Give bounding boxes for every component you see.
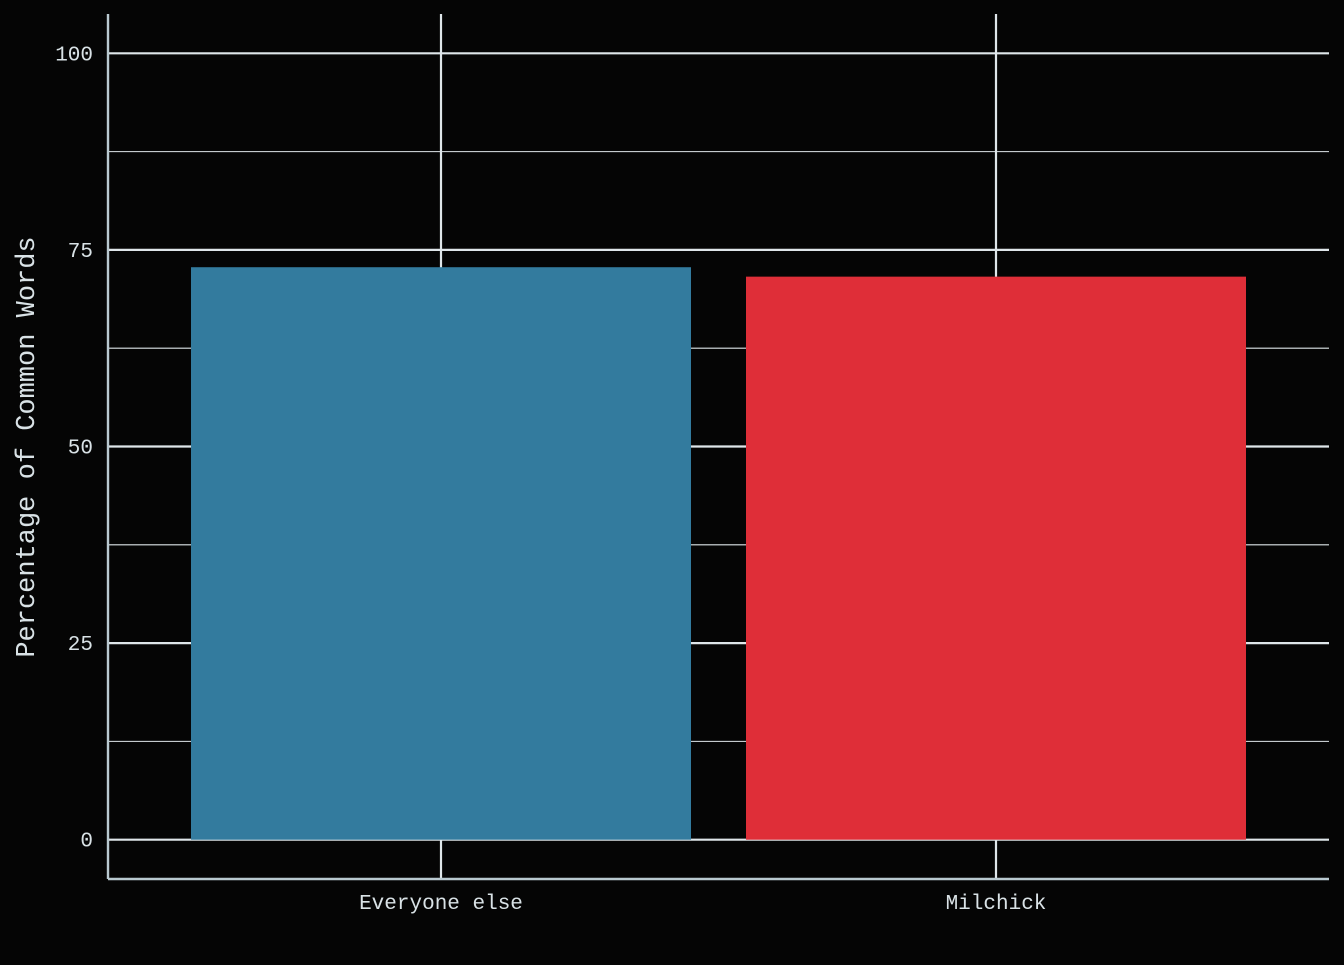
y-axis-title: Percentage of Common Words (13, 236, 43, 657)
y-tick-label: 100 (55, 44, 93, 67)
y-tick-label: 75 (68, 241, 93, 264)
bar-milchick (746, 276, 1246, 840)
x-tick-label: Milchick (946, 893, 1047, 916)
y-tick-label: 25 (68, 634, 93, 657)
bar-everyone-else (191, 267, 691, 840)
bars (191, 267, 1246, 840)
y-tick-label: 50 (68, 438, 93, 461)
axes (106, 14, 1329, 881)
x-tick-label: Everyone else (359, 893, 523, 916)
tick-labels: 0 25 50 75 100 Everyone else Milchick (55, 44, 1046, 916)
y-tick-label: 0 (80, 831, 93, 854)
